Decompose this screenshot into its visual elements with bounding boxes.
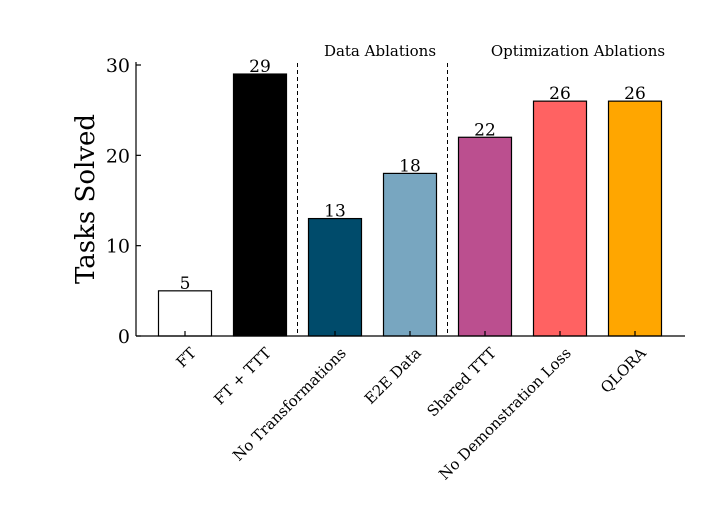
y-tick-label-30: 30 [106, 55, 130, 77]
y-tick-label-20: 20 [106, 145, 130, 167]
value-label-ft: 5 [180, 274, 191, 294]
y-axis-label: Tasks Solved [71, 114, 101, 284]
bar-no-transformations [307, 217, 363, 337]
group-label-optimization-ablations: Optimization Ablations [491, 42, 665, 60]
category-label-ft: FT [173, 344, 200, 371]
category-label-e2e-data: E2E Data [361, 344, 425, 408]
value-label-ft-ttt: 29 [249, 57, 271, 77]
category-label-qlora: QLORA [597, 344, 650, 397]
value-label-no-demonstration-loss: 26 [549, 84, 571, 104]
value-label-qlora: 26 [624, 84, 646, 104]
y-tick-label-10: 10 [106, 236, 130, 258]
value-label-shared-ttt: 22 [474, 120, 496, 140]
group-label-data-ablations: Data Ablations [324, 42, 436, 60]
bar-e2e-data [382, 172, 438, 337]
bar-shared-ttt [457, 136, 513, 337]
bar-ft-ttt [232, 73, 288, 337]
category-label-no-demonstration-loss: No Demonstration Loss [435, 344, 574, 483]
value-label-e2e-data: 18 [399, 156, 421, 176]
bar-qlora [607, 100, 663, 337]
bar-ft [157, 290, 213, 337]
category-label-ft-ttt: FT + TTT [210, 344, 274, 408]
bar-no-demonstration-loss [532, 100, 588, 337]
value-label-no-transformations: 13 [324, 202, 346, 222]
y-tick-label-0: 0 [118, 326, 130, 348]
category-label-shared-ttt: Shared TTT [423, 344, 499, 420]
